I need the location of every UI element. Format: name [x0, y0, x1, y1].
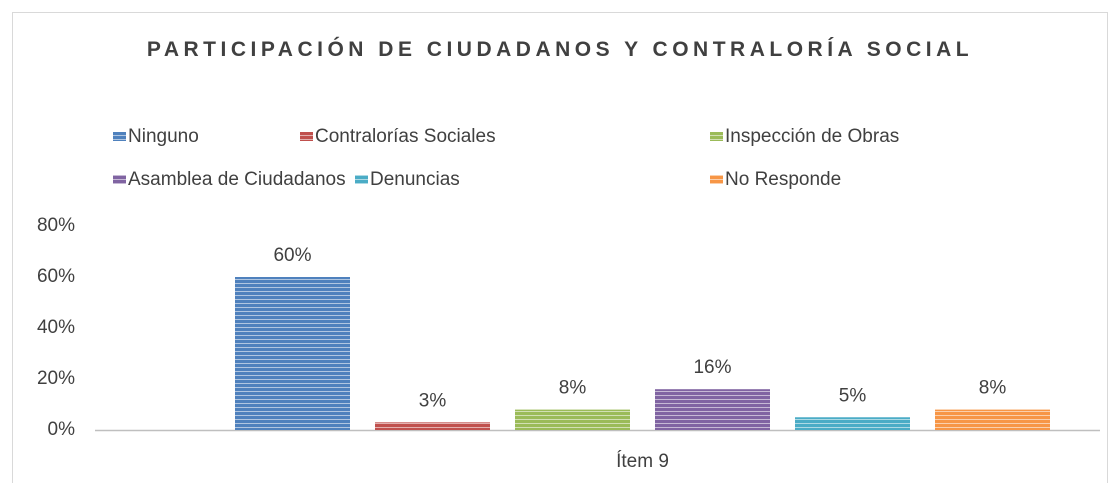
legend-swatch — [113, 175, 126, 184]
y-tick-label: 60% — [37, 266, 75, 287]
y-tick-label: 80% — [37, 215, 75, 236]
legend-swatch — [355, 175, 368, 184]
y-tick-label: 40% — [37, 317, 75, 338]
legend-swatch — [113, 132, 126, 141]
legend-swatch — [710, 132, 723, 141]
legend-label: Denuncias — [370, 169, 460, 190]
legend-swatch — [710, 175, 723, 184]
chart-border — [12, 12, 1108, 483]
legend-label: No Responde — [725, 169, 841, 190]
bar — [375, 422, 490, 430]
data-label: 8% — [559, 378, 587, 399]
bar — [515, 409, 630, 430]
y-tick-label: 20% — [37, 368, 75, 389]
data-label: 3% — [419, 390, 447, 411]
legend-label: Asamblea de Ciudadanos — [128, 169, 346, 190]
x-tick-label: Ítem 9 — [616, 451, 669, 472]
legend-label: Inspección de Obras — [725, 126, 899, 147]
y-tick-label: 0% — [48, 419, 76, 440]
bar — [235, 277, 350, 430]
bar — [655, 389, 770, 430]
legend-swatch — [300, 132, 313, 141]
data-label: 8% — [979, 378, 1007, 399]
data-label: 60% — [273, 245, 311, 266]
legend-label: Ninguno — [128, 126, 199, 147]
legend-label: Contralorías Sociales — [315, 126, 496, 147]
data-label: 16% — [693, 357, 731, 378]
bar — [795, 417, 910, 430]
data-label: 5% — [839, 385, 867, 406]
bar — [935, 409, 1050, 430]
chart-title: PARTICIPACIÓN DE CIUDADANOS Y CONTRALORÍ… — [146, 38, 974, 61]
